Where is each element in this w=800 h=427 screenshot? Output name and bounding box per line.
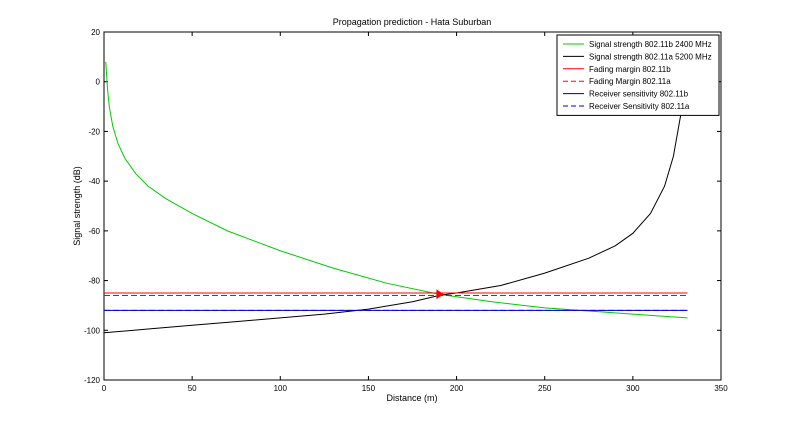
chart-title: Propagation prediction - Hata Suburban [333,17,492,27]
y-axis-label: Signal strength (dB) [72,166,82,246]
x-tick-label: 0 [102,384,107,393]
legend-label-2: Signal strength 802.11a 5200 MHz [589,52,712,61]
x-tick-label: 50 [188,384,197,393]
legend-label-5: Receiver sensitivity 802.11b [589,90,689,99]
legend-label-4: Fading Margin 802.11a [589,77,671,86]
legend-box [556,34,720,116]
y-tick-label: -100 [84,326,101,335]
x-tick-label: 300 [626,384,640,393]
y-tick-label: -20 [88,127,100,136]
x-tick-label: 150 [362,384,376,393]
x-tick-label: 200 [450,384,464,393]
x-tick-label: 250 [538,384,552,393]
y-tick-label: 20 [91,28,100,37]
x-tick-label: 100 [274,384,288,393]
x-axis-label: Distance (m) [386,393,437,403]
x-tick-label: 350 [714,384,728,393]
y-tick-label: -60 [88,227,100,236]
legend-label-6: Receiver Sensitivity 802.11a [589,102,690,111]
y-tick-label: -40 [88,177,100,186]
y-tick-label: 0 [96,78,101,87]
legend-label-3: Fading margin 802.11b [589,65,671,74]
series-line-2 [104,81,687,334]
y-tick-label: -120 [84,376,101,385]
intersection-marker [436,289,444,300]
legend: Signal strength 802.11b 2400 MHz Signal s… [556,34,720,116]
legend-label-1: Signal strength 802.11b 2400 MHz [589,40,712,49]
series-line-1 [105,61,688,319]
y-tick-label: -80 [88,277,100,286]
series-group [104,61,688,334]
